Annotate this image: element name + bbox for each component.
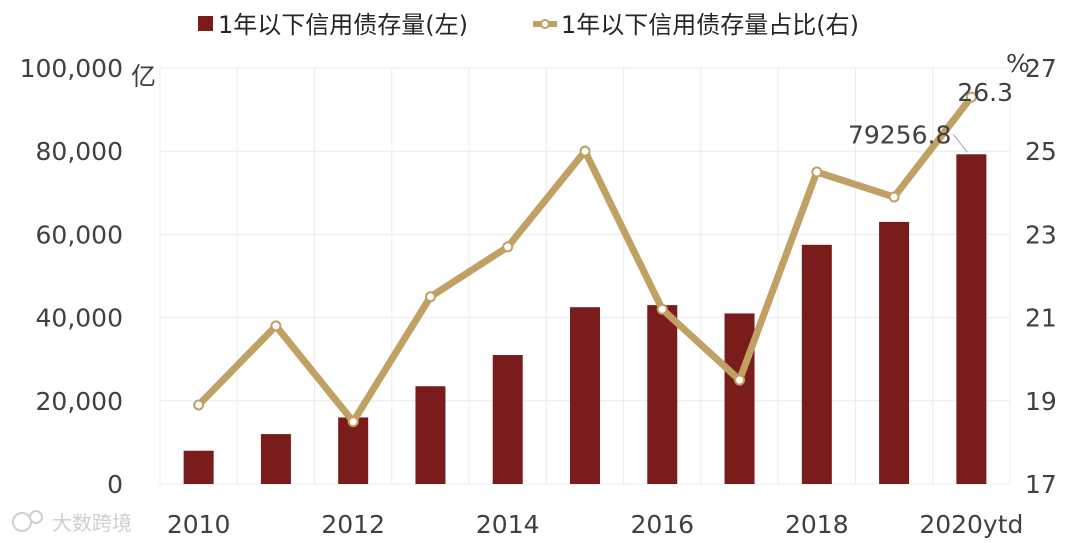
bar-2011 [260, 434, 291, 484]
x-tick-label: 2018 [785, 510, 849, 539]
y-right-tick-label: 19 [1025, 387, 1057, 416]
line-series [193, 91, 977, 428]
watermark-text: 大数跨境 [52, 511, 132, 535]
y-right-tick-label: 17 [1025, 470, 1057, 499]
x-tick-label: 2010 [167, 510, 231, 539]
y-left-tick-label: 0 [107, 470, 123, 499]
y-right-tick-label: 27 [1025, 54, 1057, 83]
y-left-tick-label: 80,000 [36, 137, 123, 166]
watermark: 大数跨境 [12, 510, 132, 535]
legend-marker-line [540, 19, 550, 29]
legend-label-bar: 1年以下信用债存量(左) [218, 11, 468, 39]
bar-2014 [492, 355, 523, 484]
x-tick-label: 2016 [630, 510, 694, 539]
line-point-2016 [656, 303, 668, 315]
bar-2020ytd [956, 154, 987, 484]
bar-2016 [647, 305, 678, 484]
annotations: 79256.826.3 [848, 78, 1013, 153]
y-right-tick-label: 21 [1025, 304, 1057, 333]
line-point-2011 [270, 320, 282, 332]
line-point-2012 [347, 416, 359, 428]
watermark-ring [12, 512, 32, 532]
bar-2015 [570, 307, 600, 484]
y-right-unit: % [1006, 49, 1030, 78]
y-right-tick-label: 23 [1025, 220, 1057, 249]
y-left-unit: 亿 [131, 62, 156, 91]
x-tick-label: 2020ytd [919, 510, 1023, 539]
x-tick-label: 2012 [321, 510, 385, 539]
data-label-line: 26.3 [957, 78, 1013, 107]
y-right-tick-label: 25 [1025, 137, 1057, 166]
line-point-2010 [193, 399, 205, 411]
legend: 1年以下信用债存量(左) 1年以下信用债存量占比(右) [198, 11, 859, 39]
bar-2013 [415, 386, 446, 484]
bar-2019 [879, 221, 910, 485]
line-point-2018 [811, 166, 823, 178]
line-point-2017 [734, 374, 746, 386]
bar-2018 [801, 244, 832, 484]
legend-label-line: 1年以下信用债存量占比(右) [561, 11, 859, 39]
line-point-2020ytd [965, 91, 977, 103]
y-left-tick-label: 100,000 [20, 54, 123, 83]
bar-2012 [338, 417, 369, 484]
line-point-2013 [424, 291, 436, 303]
bar-2010 [183, 450, 214, 484]
axes: 0 20,000 40,000 60,000 80,000 100,000 亿 17 19 21 2… [20, 49, 1057, 539]
bar-series [183, 154, 987, 485]
x-tick-label: 2014 [476, 510, 540, 539]
watermark-logo-icon [12, 510, 43, 532]
watermark-ring [29, 510, 43, 524]
y-left-tick-label: 40,000 [36, 304, 123, 333]
line-point-2019 [888, 191, 900, 203]
line-point-2014 [502, 241, 514, 253]
y-left-tick-label: 60,000 [36, 220, 123, 249]
data-label-bar: 79256.8 [848, 120, 951, 149]
bar-2017 [724, 313, 755, 484]
leader-line [952, 133, 968, 153]
line-point-2015 [579, 145, 591, 157]
y-left-tick-label: 20,000 [36, 387, 123, 416]
legend-swatch-bar [198, 16, 213, 31]
